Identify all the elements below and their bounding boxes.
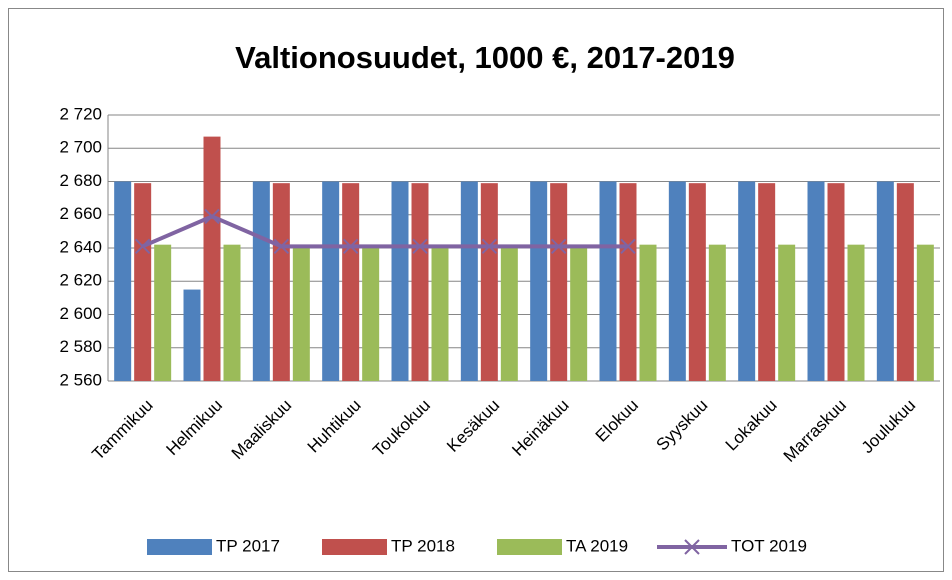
legend-swatch (147, 539, 212, 555)
line-marker (481, 238, 498, 255)
y-tick-label: 2 560 (59, 370, 102, 389)
y-tick-label: 2 680 (59, 171, 102, 190)
y-tick-label: 2 720 (59, 104, 102, 123)
bar (688, 183, 706, 381)
bar (272, 183, 290, 381)
bar (550, 183, 568, 381)
line-marker (273, 238, 290, 255)
legend-label: TOT 2019 (731, 536, 807, 555)
y-tick-label: 2 580 (59, 337, 102, 356)
legend-marker (684, 539, 700, 555)
legend-label: TP 2017 (216, 536, 280, 555)
line-marker (412, 238, 428, 255)
y-tick-label: 2 660 (59, 204, 102, 223)
bar (847, 244, 865, 381)
bar (203, 136, 221, 381)
bar (391, 181, 409, 381)
bar (292, 244, 310, 381)
line-marker (342, 238, 359, 255)
y-tick-label: 2 640 (59, 237, 102, 256)
bar (322, 181, 340, 381)
line (141, 214, 628, 249)
line-marker (134, 238, 151, 255)
bar (411, 183, 429, 381)
legend-swatch (497, 539, 562, 555)
bar (668, 181, 686, 381)
bar (738, 181, 756, 381)
y-tick-label: 2 700 (59, 138, 102, 157)
bar (807, 181, 825, 381)
bar (896, 183, 914, 381)
bar (134, 183, 152, 381)
line-marker (620, 238, 636, 255)
chart-title: Valtionosuudet, 1000 €, 2017-2019 (235, 40, 735, 75)
legend-swatch (322, 539, 387, 555)
bar (916, 244, 934, 381)
bar (827, 183, 845, 381)
line-marker (204, 208, 220, 225)
legend-label: TP 2018 (391, 536, 455, 555)
y-tick-label: 2 600 (59, 304, 102, 323)
bar (431, 244, 449, 381)
bar (223, 244, 241, 381)
bar (183, 289, 201, 381)
bar (758, 183, 776, 381)
bar (500, 244, 518, 381)
bar (639, 244, 657, 381)
bar (708, 244, 726, 381)
bar (460, 181, 478, 381)
bar (599, 181, 617, 381)
bar (619, 183, 637, 381)
line-marker (550, 238, 567, 255)
bar (778, 244, 796, 381)
bar (530, 181, 548, 381)
legend-label: TA 2019 (566, 536, 628, 555)
y-tick-label: 2 620 (59, 271, 102, 290)
bar (876, 181, 894, 381)
bar (362, 244, 380, 381)
bar (570, 244, 588, 381)
bar (480, 183, 498, 381)
bar (342, 183, 360, 381)
bar (154, 244, 172, 381)
bar (252, 181, 270, 381)
bar (114, 181, 132, 381)
